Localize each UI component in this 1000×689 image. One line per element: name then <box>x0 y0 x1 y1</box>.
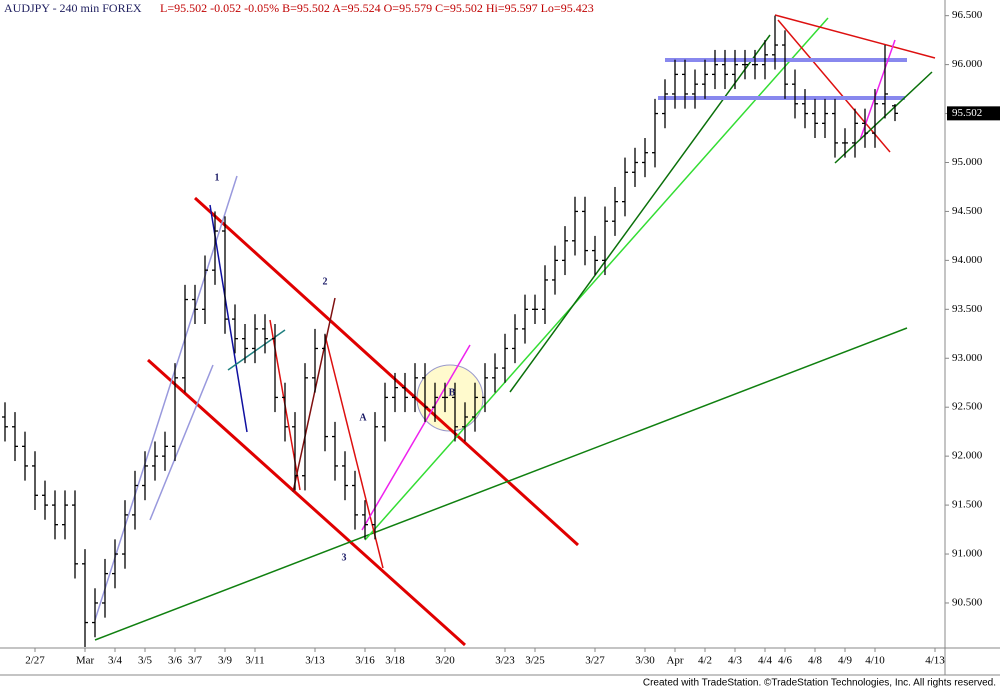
footer: Created with TradeStation. ©TradeStation… <box>643 678 996 689</box>
x-tick-label: 3/18 <box>385 655 405 667</box>
trendline <box>292 297 336 493</box>
trendlines <box>94 14 936 647</box>
x-tick-label: 4/6 <box>778 655 793 667</box>
x-tick-label: 4/9 <box>838 655 853 667</box>
x-tick-label: 2/27 <box>25 655 45 667</box>
annotation: A <box>359 412 367 423</box>
x-tick-label: 4/13 <box>925 655 945 667</box>
x-tick-label: 3/13 <box>305 655 325 667</box>
y-tick-label: 91.500 <box>952 499 983 511</box>
annotation: 1 <box>215 172 220 183</box>
annotation: 3 <box>342 552 347 563</box>
trendline <box>324 334 384 569</box>
chart-title: AUDJPY - 240 min FOREX <box>4 1 142 15</box>
x-tick-label: 3/5 <box>138 655 153 667</box>
x-tick-label: 3/30 <box>635 655 655 667</box>
trendline <box>149 364 214 521</box>
x-tick-label: 4/10 <box>865 655 885 667</box>
x-tick-label: 3/7 <box>188 655 203 667</box>
trendline <box>94 175 238 621</box>
x-tick-label: 4/4 <box>758 655 773 667</box>
x-tick-label: 3/11 <box>245 655 264 667</box>
trendline <box>774 14 936 59</box>
x-tick-label: 4/2 <box>698 655 712 667</box>
x-tick-label: 3/27 <box>585 655 605 667</box>
x-tick-label: 4/8 <box>808 655 823 667</box>
x-tick-label: 3/20 <box>435 655 455 667</box>
trendline <box>859 39 896 141</box>
x-tick-label: 4/3 <box>728 655 743 667</box>
y-tick-label: 96.500 <box>952 9 983 21</box>
y-tick-label: 90.500 <box>952 597 983 609</box>
annotation: 2 <box>323 276 328 287</box>
y-tick-label: 93.500 <box>952 303 983 315</box>
channel-upper <box>193 196 580 547</box>
annotation: B <box>449 387 456 398</box>
x-tick-label: 3/9 <box>218 655 233 667</box>
x-tick-label: Apr <box>666 655 683 667</box>
trendline <box>777 19 891 153</box>
x-tick-label: 3/4 <box>108 655 123 667</box>
x-tick-label: Mar <box>76 655 95 667</box>
trendline <box>94 327 908 641</box>
channel-lower <box>146 358 467 647</box>
x-tick-label: 3/6 <box>168 655 183 667</box>
trendline <box>364 17 829 541</box>
trendline <box>834 71 933 164</box>
y-tick-label: 95.000 <box>952 156 983 168</box>
trendline <box>509 34 771 393</box>
y-tick-label: 94.000 <box>952 254 983 266</box>
y-tick-label: 91.000 <box>952 548 983 560</box>
y-tick-label: 92.000 <box>952 450 983 462</box>
x-tick-label: 3/16 <box>355 655 375 667</box>
chart-subtitle: L=95.502 -0.052 -0.05% B=95.502 A=95.524… <box>160 1 594 15</box>
y-tick-label: 94.500 <box>952 205 983 217</box>
y-tick-label: 92.500 <box>952 401 983 413</box>
last-price-label: 95.502 <box>952 107 982 119</box>
y-tick-label: 93.000 <box>952 352 983 364</box>
trendline <box>361 344 471 531</box>
trendline <box>209 204 248 433</box>
y-tick-label: 96.000 <box>952 58 983 70</box>
x-tick-label: 3/25 <box>525 655 545 667</box>
last-price-box <box>947 106 1000 121</box>
x-tick-label: 3/23 <box>495 655 515 667</box>
